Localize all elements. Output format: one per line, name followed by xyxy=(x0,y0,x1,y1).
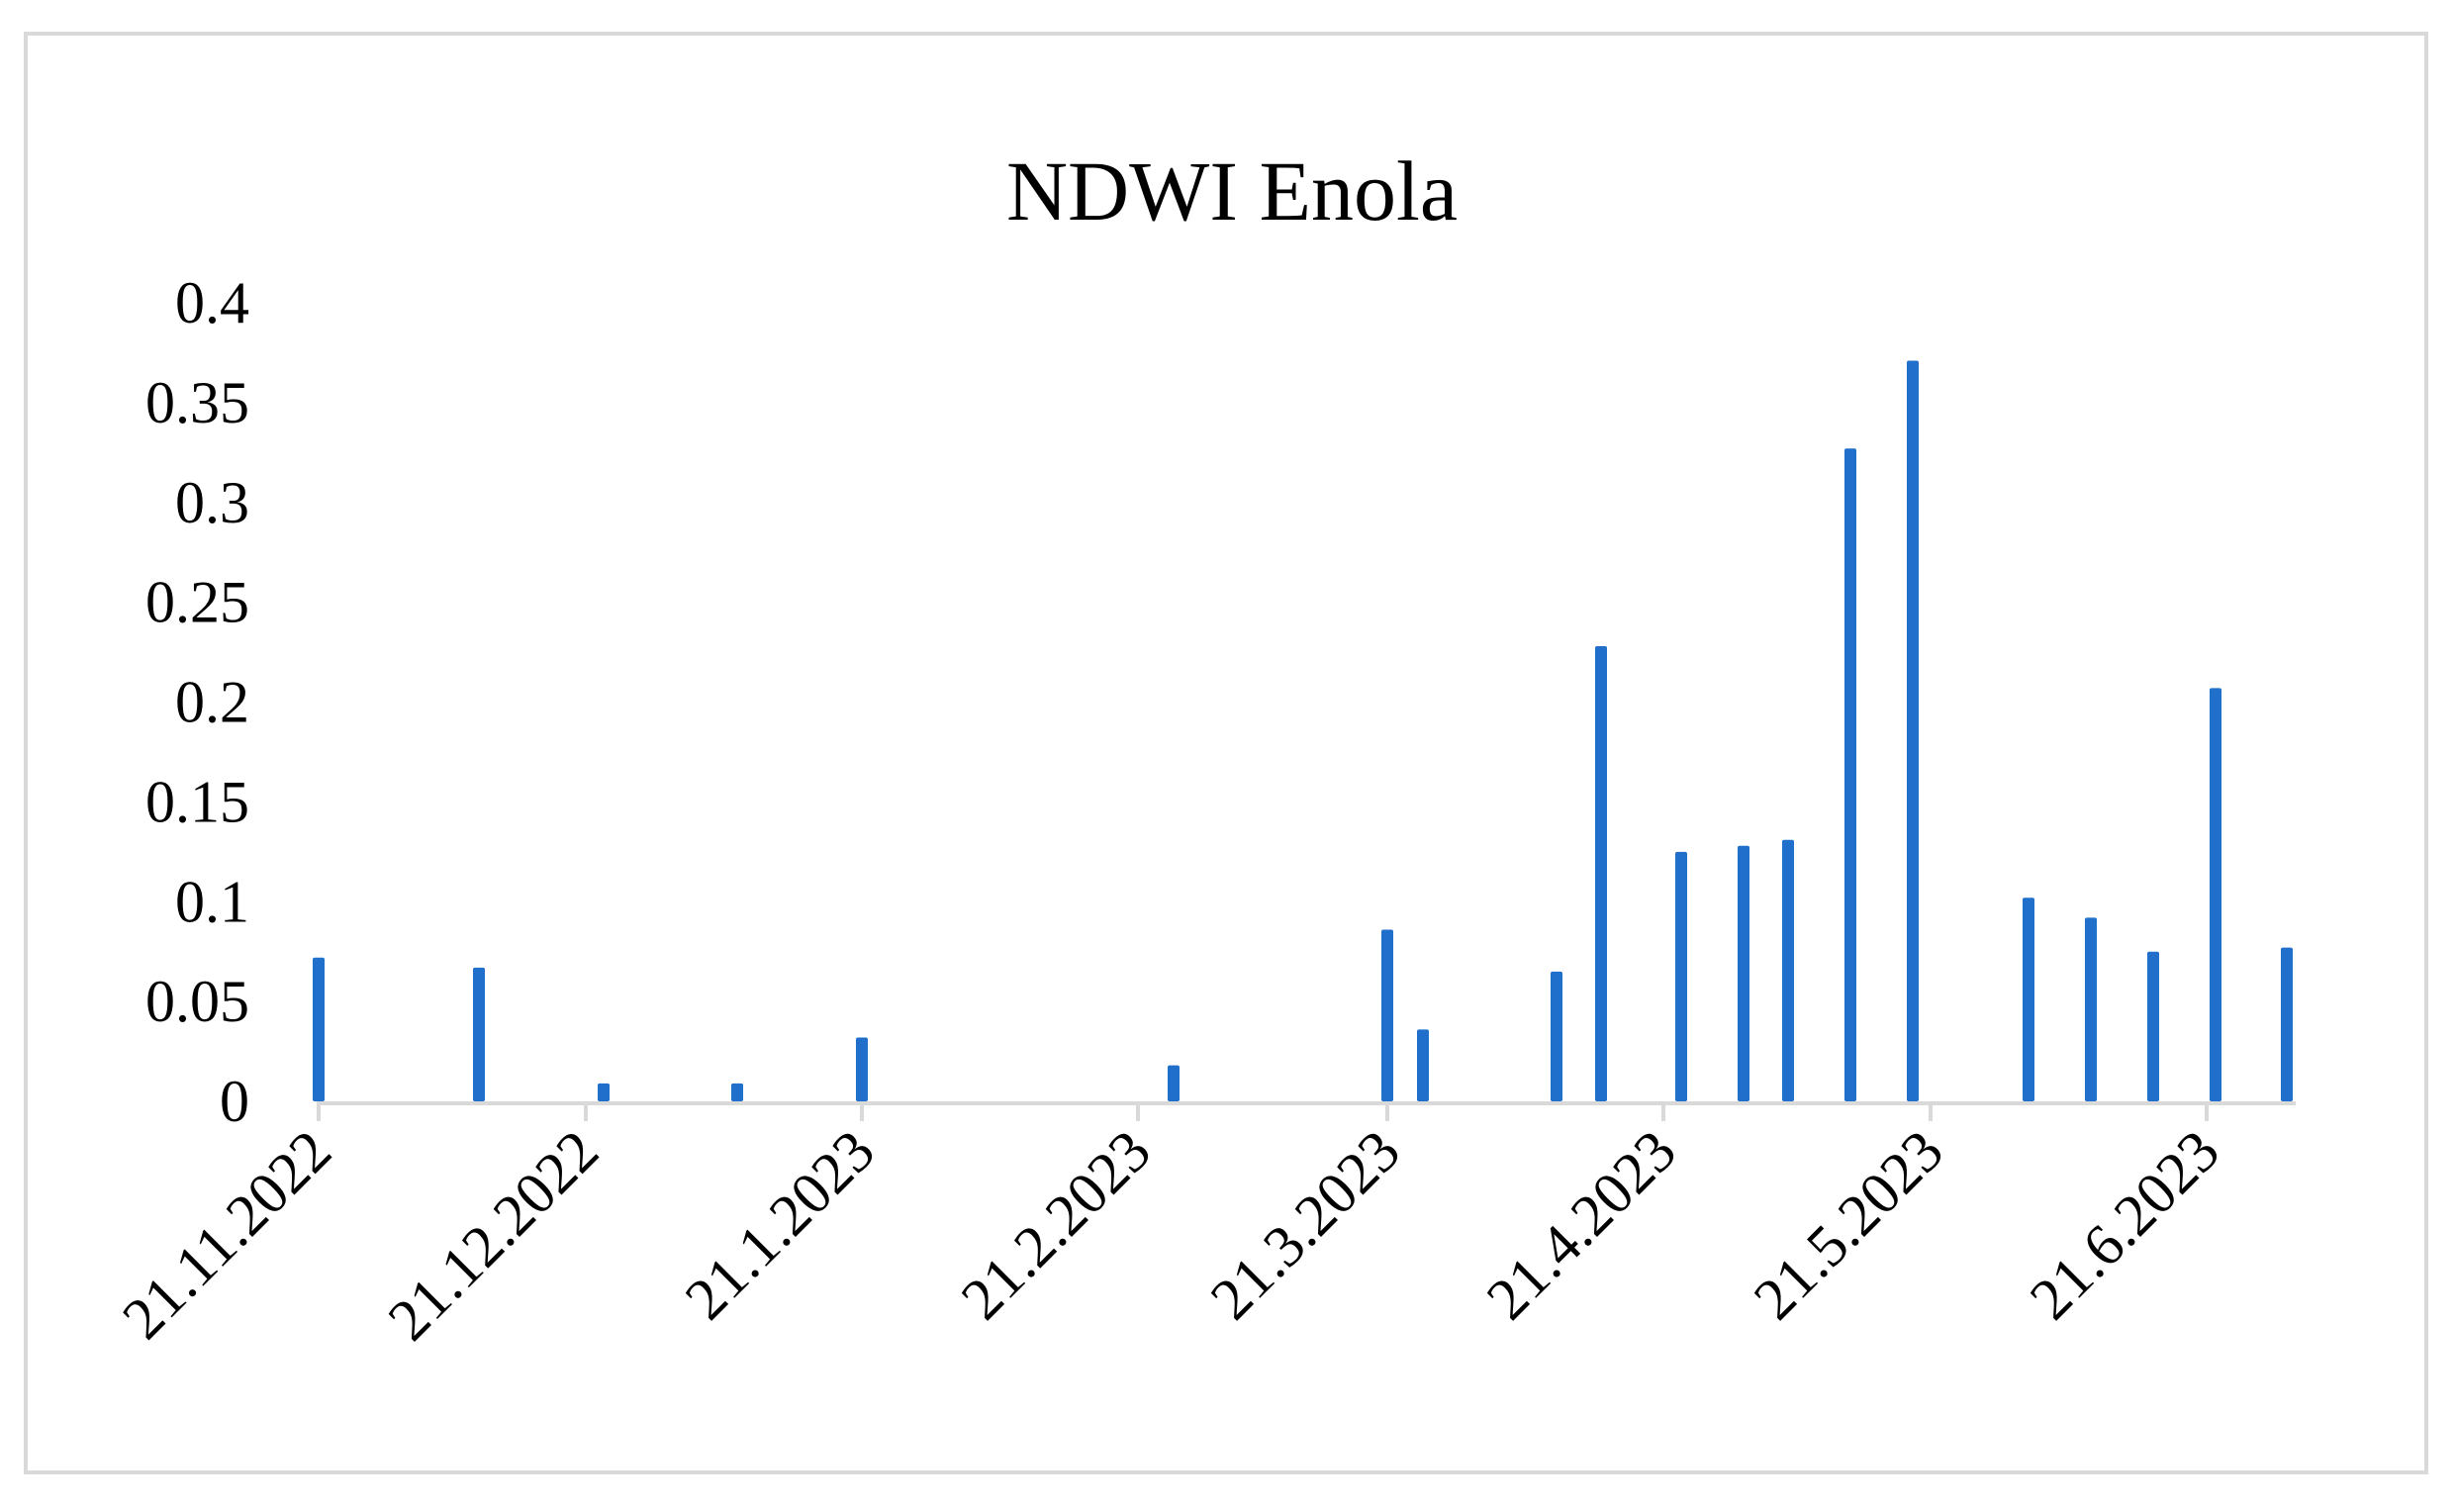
y-tick-label: 0.05 xyxy=(145,969,249,1034)
bar xyxy=(1907,360,1919,1101)
bar xyxy=(1417,1029,1429,1101)
bar xyxy=(1782,839,1794,1101)
bar xyxy=(1595,646,1607,1101)
x-tick-label: 21.3.2023 xyxy=(1198,1118,1412,1332)
chart-title: NDWI Enola xyxy=(1006,143,1458,238)
bar xyxy=(731,1083,743,1101)
x-tick-label: 21.2.2023 xyxy=(949,1118,1163,1332)
y-tick-label: 0.2 xyxy=(175,670,249,735)
x-tick-label: 21.11.2022 xyxy=(110,1118,343,1352)
bar xyxy=(1381,929,1393,1101)
y-tick-label: 0.15 xyxy=(145,769,249,834)
y-axis-ticks: 0 0.05 0.1 0.15 0.2 0.25 0.3 0.35 0.4 xyxy=(145,270,249,1134)
y-tick-label: 0.25 xyxy=(145,570,249,635)
bars xyxy=(313,360,2293,1102)
y-tick-label: 0.1 xyxy=(175,869,249,934)
bar xyxy=(2085,917,2097,1101)
bar xyxy=(856,1037,868,1101)
y-tick-label: 0 xyxy=(220,1069,249,1134)
bar xyxy=(313,957,325,1101)
bar xyxy=(1551,971,1562,1101)
bar xyxy=(2023,898,2034,1101)
y-tick-label: 0.35 xyxy=(145,370,249,435)
bar xyxy=(1168,1065,1180,1101)
x-tick-label: 21.5.2023 xyxy=(1742,1118,1955,1332)
x-tick-label: 21.1.2023 xyxy=(673,1118,887,1332)
y-tick-label: 0.3 xyxy=(175,470,249,535)
x-axis-ticks: 21.11.2022 21.12.2022 21.1.2023 21.2.2023 21… xyxy=(110,1101,2231,1353)
chart-frame: NDWI Enola 0 0.05 0.1 0.15 0.2 0.25 0.3 0.35 0.4… xyxy=(24,32,2428,1474)
bar xyxy=(1675,851,1687,1101)
x-tick-label: 21.6.2023 xyxy=(2018,1118,2231,1332)
bar xyxy=(473,967,485,1101)
y-tick-label: 0.4 xyxy=(175,270,249,335)
bar xyxy=(1738,845,1749,1101)
bar xyxy=(2210,688,2221,1101)
x-tick-label: 21.12.2022 xyxy=(376,1118,612,1354)
chart-svg: NDWI Enola 0 0.05 0.1 0.15 0.2 0.25 0.3 0.35 0.4… xyxy=(110,143,2296,1353)
bar xyxy=(598,1083,610,1101)
bar xyxy=(1844,448,1856,1102)
bar xyxy=(2281,947,2293,1101)
bar xyxy=(2147,951,2159,1101)
x-tick-label: 21.4.2023 xyxy=(1474,1118,1688,1332)
